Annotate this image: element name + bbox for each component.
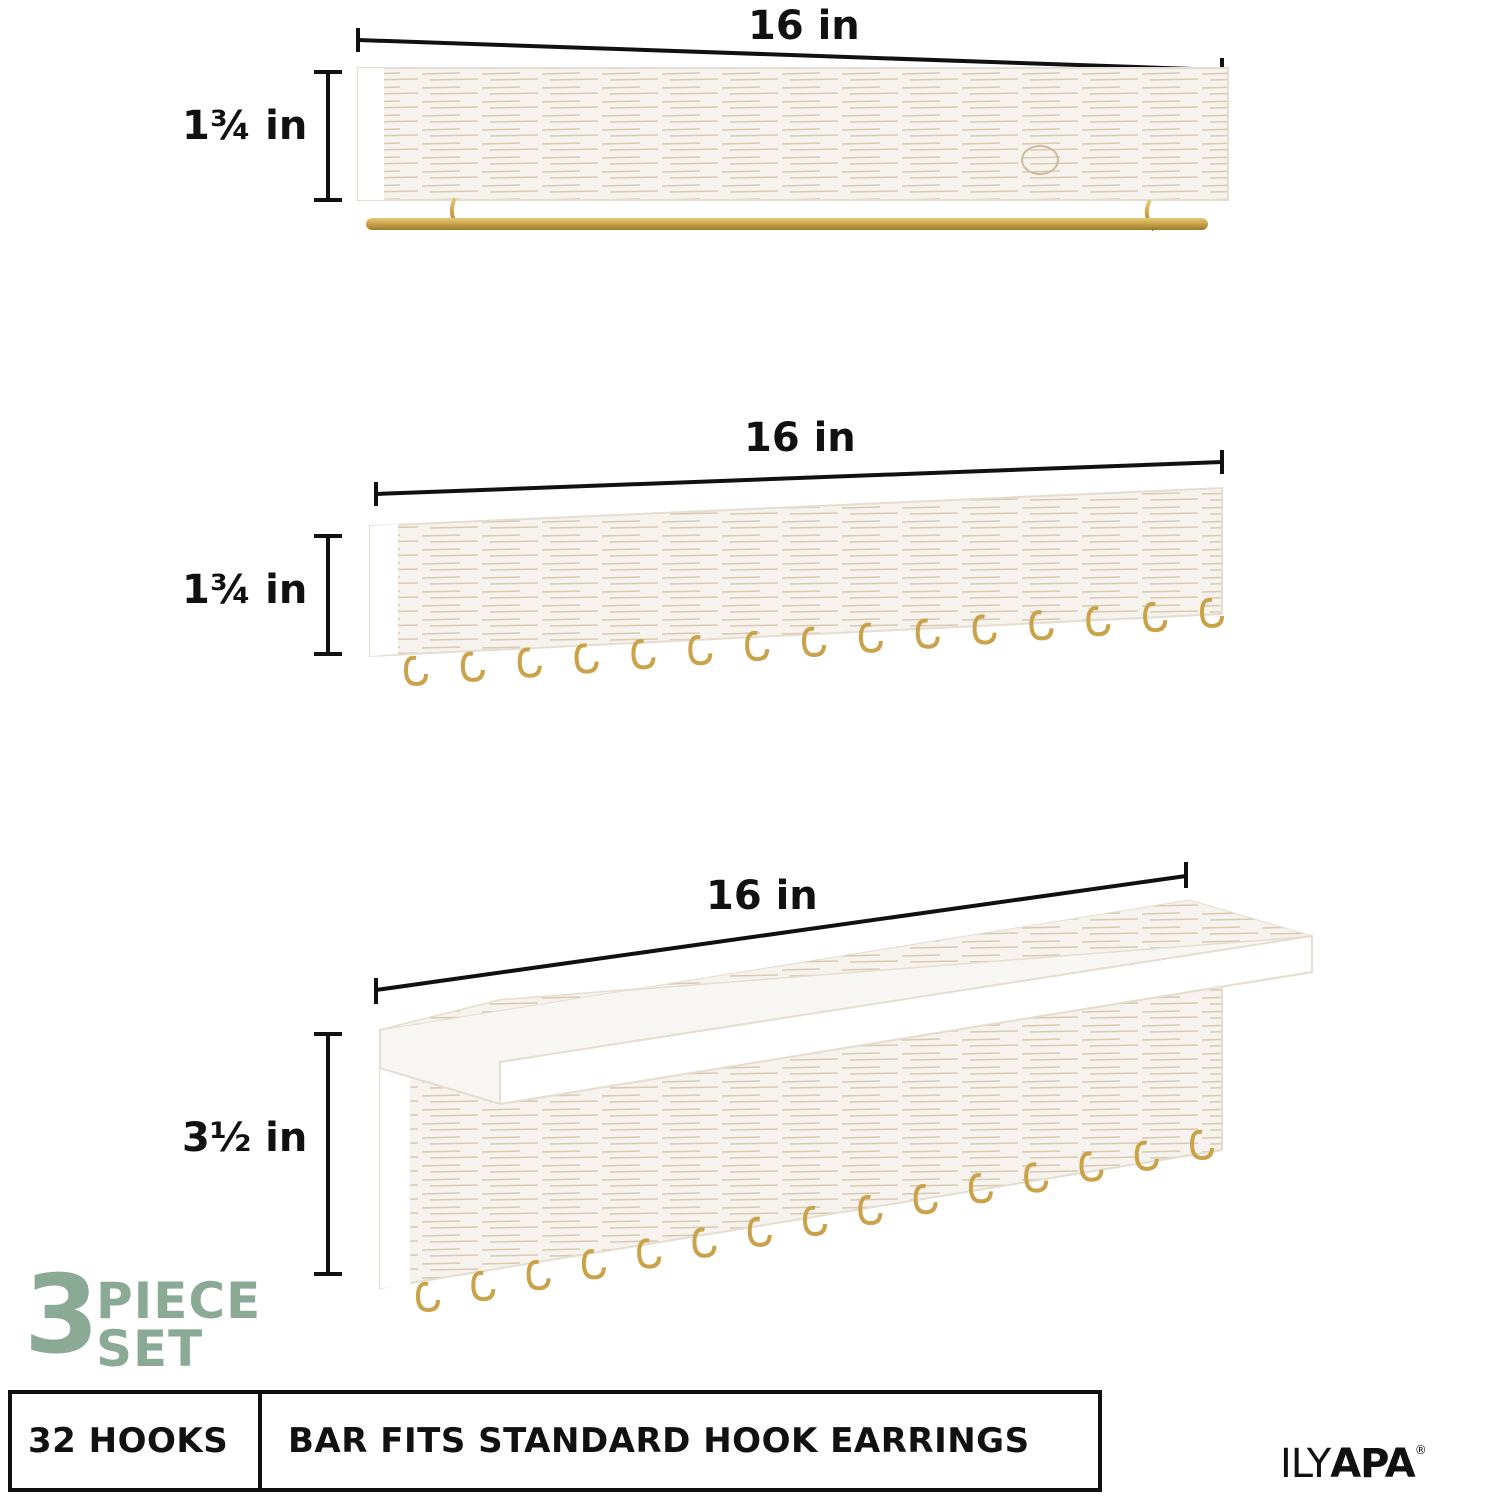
hooks-count-text: 32 HOOKS — [12, 1394, 262, 1488]
shelf2-hook — [972, 614, 997, 645]
shelf2-hook — [403, 655, 428, 687]
shelf3-hook — [471, 1270, 496, 1302]
shelf2-hook — [688, 635, 713, 666]
badge-word-piece: PIECE — [96, 1272, 262, 1330]
earring-bar — [366, 197, 1208, 232]
shelf2-hooks — [403, 597, 1224, 687]
shelf2-hook — [1143, 601, 1168, 633]
shelf2-hook — [858, 622, 883, 653]
shelf3-hook — [913, 1184, 938, 1215]
badge-number: 3 — [24, 1253, 100, 1378]
shelf2-width-label: 16 in — [744, 415, 856, 461]
shelf2-hook — [801, 626, 826, 658]
shelf3-hook — [858, 1194, 883, 1226]
shelf3-hook — [692, 1227, 717, 1258]
shelf3-hook — [526, 1260, 551, 1291]
shelf3-hook — [1024, 1162, 1049, 1193]
shelf2-hook — [915, 618, 940, 649]
shelf2-height-line — [314, 534, 342, 656]
shelf1-board — [357, 67, 1229, 201]
shelf2-hook — [460, 651, 485, 682]
brand-logo: ILYAPA® — [1280, 1441, 1427, 1487]
shelf3-height-line — [314, 1032, 342, 1276]
shelf2-width-line — [374, 450, 1224, 506]
shelf3-hooks — [415, 1129, 1214, 1313]
registered-mark: ® — [1414, 1443, 1427, 1457]
shelf3-hook — [747, 1216, 772, 1247]
shelf3-hook — [415, 1281, 440, 1313]
shelf2-board — [369, 486, 1223, 658]
badge-word-set: SET — [96, 1320, 204, 1378]
shelf2-hook — [574, 643, 599, 674]
shelf1-height-line — [314, 70, 342, 202]
shelf3-width-line — [374, 862, 1188, 1004]
shelf2-hook — [631, 639, 656, 670]
shelf3-hook — [1134, 1140, 1159, 1171]
shelf3-hook — [968, 1173, 993, 1204]
feature-box: 32 HOOKS BAR FITS STANDARD HOOK EARRINGS — [8, 1390, 1102, 1492]
shelf3-hook — [1079, 1151, 1104, 1182]
three-piece-set-badge: 3 PIECE SET — [24, 1262, 284, 1380]
shelf3-hook — [581, 1249, 606, 1280]
shelf3-width-label: 16 in — [706, 873, 818, 919]
shelf2-hook — [1199, 597, 1224, 629]
brand-part2: APA — [1330, 1441, 1416, 1487]
shelf3-body — [379, 899, 1313, 1290]
shelf2-hook — [517, 647, 542, 678]
shelf3-hook — [1189, 1129, 1214, 1161]
shelf3-height-label: 3½ in — [182, 1115, 308, 1161]
bar-fits-text: BAR FITS STANDARD HOOK EARRINGS — [288, 1421, 1030, 1461]
shelf3-hook — [802, 1205, 827, 1237]
shelf2-hook — [1086, 606, 1111, 637]
shelf1-width-label: 16 in — [748, 3, 860, 49]
brand-part1: ILY — [1280, 1441, 1331, 1487]
shelf2-height-label: 1¾ in — [182, 567, 308, 613]
shelf1-height-label: 1¾ in — [182, 103, 308, 149]
shelf2-hook — [745, 630, 770, 662]
shelf2-hook — [1029, 610, 1054, 641]
shelf3-hook — [637, 1238, 662, 1269]
